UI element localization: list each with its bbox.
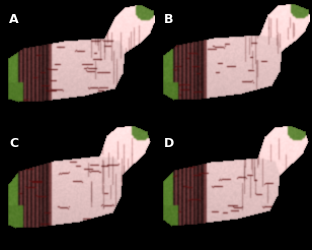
Text: C: C [9,137,18,150]
Text: A: A [9,14,19,26]
Text: B: B [163,14,173,26]
Text: D: D [163,137,174,150]
